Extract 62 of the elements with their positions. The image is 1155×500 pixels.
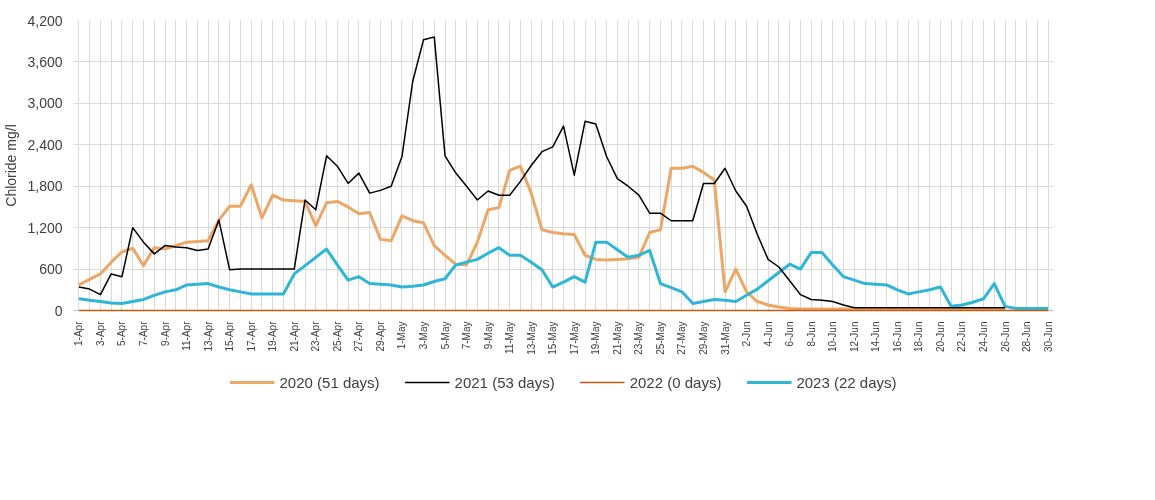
x-tick-label: 5-May [439, 321, 451, 350]
x-tick-label: 15-Apr [224, 320, 236, 352]
x-tick-label: 19-May [590, 321, 602, 355]
x-tick-label: 3-May [418, 321, 429, 350]
x-tick-label: 14-Jun [870, 321, 882, 353]
x-tick-label: 11-May [504, 321, 516, 355]
x-tick-label: 31-May [719, 321, 731, 355]
x-tick-label: 2-Jun [741, 321, 753, 347]
x-tick-label: 12-Jun [848, 321, 860, 353]
y-tick-label: 3,000 [27, 95, 63, 112]
x-tick-label: 5-Apr [116, 320, 128, 346]
x-tick-label: 10-Jun [827, 321, 839, 353]
x-tick-label: 25-May [654, 321, 666, 355]
x-tick-label: 16-Jun [891, 321, 903, 353]
y-tick-label: 3,600 [27, 53, 63, 70]
x-tick-label: 29-May [698, 321, 709, 355]
x-tick-label: 20-Jun [934, 321, 946, 353]
x-tick-label: 26-Jun [999, 321, 1011, 353]
x-tick-label: 23-Apr [310, 320, 322, 352]
y-axis-title: Chloride mg/l [3, 124, 20, 207]
x-tick-label: 13-Apr [202, 320, 214, 352]
x-tick-label: 7-Apr [138, 320, 149, 346]
x-tick-label: 21-May [611, 321, 623, 355]
x-tick-label: 1-May [396, 321, 408, 350]
x-tick-label: 3-Apr [94, 320, 106, 346]
y-tick-label: 1,200 [27, 219, 63, 236]
x-tick-label: 19-Apr [267, 320, 279, 352]
x-tick-label: 13-May [525, 321, 537, 355]
x-tick-label: 15-May [547, 321, 559, 355]
line-series [77, 164, 1007, 311]
x-tick-label: 27-May [676, 321, 688, 355]
x-tick-label: 22-Jun [956, 321, 968, 353]
x-tick-label: 29-Apr [374, 320, 386, 352]
y-tick-label: 1,800 [27, 178, 63, 195]
y-tick-label: 600 [39, 261, 63, 278]
x-tick-label: 9-Apr [159, 320, 171, 346]
y-tick-label: 0 [54, 302, 63, 319]
x-tick-label: 7-May [461, 321, 473, 350]
x-tick-label: 6-Jun [784, 321, 796, 347]
x-tick-label: 18-Jun [913, 321, 925, 353]
line-series [78, 36, 1006, 309]
x-tick-label: 17-Apr [245, 320, 257, 352]
x-tick-label: 9-May [482, 321, 494, 350]
legend-label: 2023 (22 days) [796, 373, 897, 391]
x-tick-label: 28-Jun [1021, 321, 1033, 353]
x-tick-label: 21-Apr [288, 320, 300, 352]
x-tick-label: 24-Jun [978, 321, 989, 353]
x-tick-label: 1-Apr [73, 320, 85, 346]
y-tick-label: 2,400 [27, 136, 63, 153]
x-tick-label: 8-Jun [805, 321, 817, 347]
x-tick-label: 11-Apr [181, 320, 193, 351]
x-tick-label: 30-Jun [1042, 321, 1054, 353]
line-series [77, 240, 1050, 310]
x-tick-label: 23-May [633, 321, 645, 355]
legend-label: 2021 (53 days) [454, 373, 555, 391]
legend-label: 2022 (0 days) [629, 373, 722, 391]
legend-label: 2020 (51 days) [279, 373, 380, 391]
y-tick-label: 4,200 [27, 12, 63, 29]
x-tick-label: 4-Jun [762, 321, 774, 347]
x-tick-label: 17-May [568, 321, 580, 355]
x-tick-label: 25-Apr [331, 320, 343, 352]
x-tick-label: 27-Apr [353, 320, 365, 352]
